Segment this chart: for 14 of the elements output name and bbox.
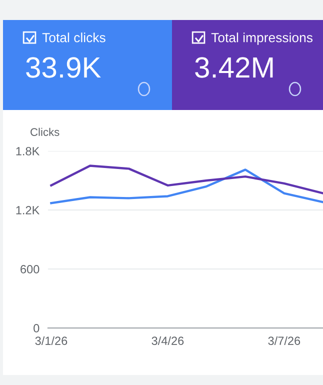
y-tick-label: 1.2K — [16, 206, 40, 214]
y-axis-title: Clicks — [30, 128, 60, 136]
legend-label: Total clicks — [42, 32, 106, 42]
y-tick-label: 1.8K — [16, 147, 40, 156]
x-tick-label: 3/1/26 — [35, 336, 68, 346]
x-tick-label: 3/4/26 — [152, 336, 184, 346]
x-tick-label: 3/7/26 — [268, 336, 300, 346]
legend-label: Total impressions — [211, 32, 313, 45]
text: 33.9K — [26, 57, 101, 78]
y-tick-label: 600 — [20, 265, 40, 274]
line-series — [50, 164, 323, 194]
y-tick-label: 0 — [34, 324, 40, 332]
line-series — [50, 168, 323, 204]
text: 3.42M — [195, 57, 273, 78]
